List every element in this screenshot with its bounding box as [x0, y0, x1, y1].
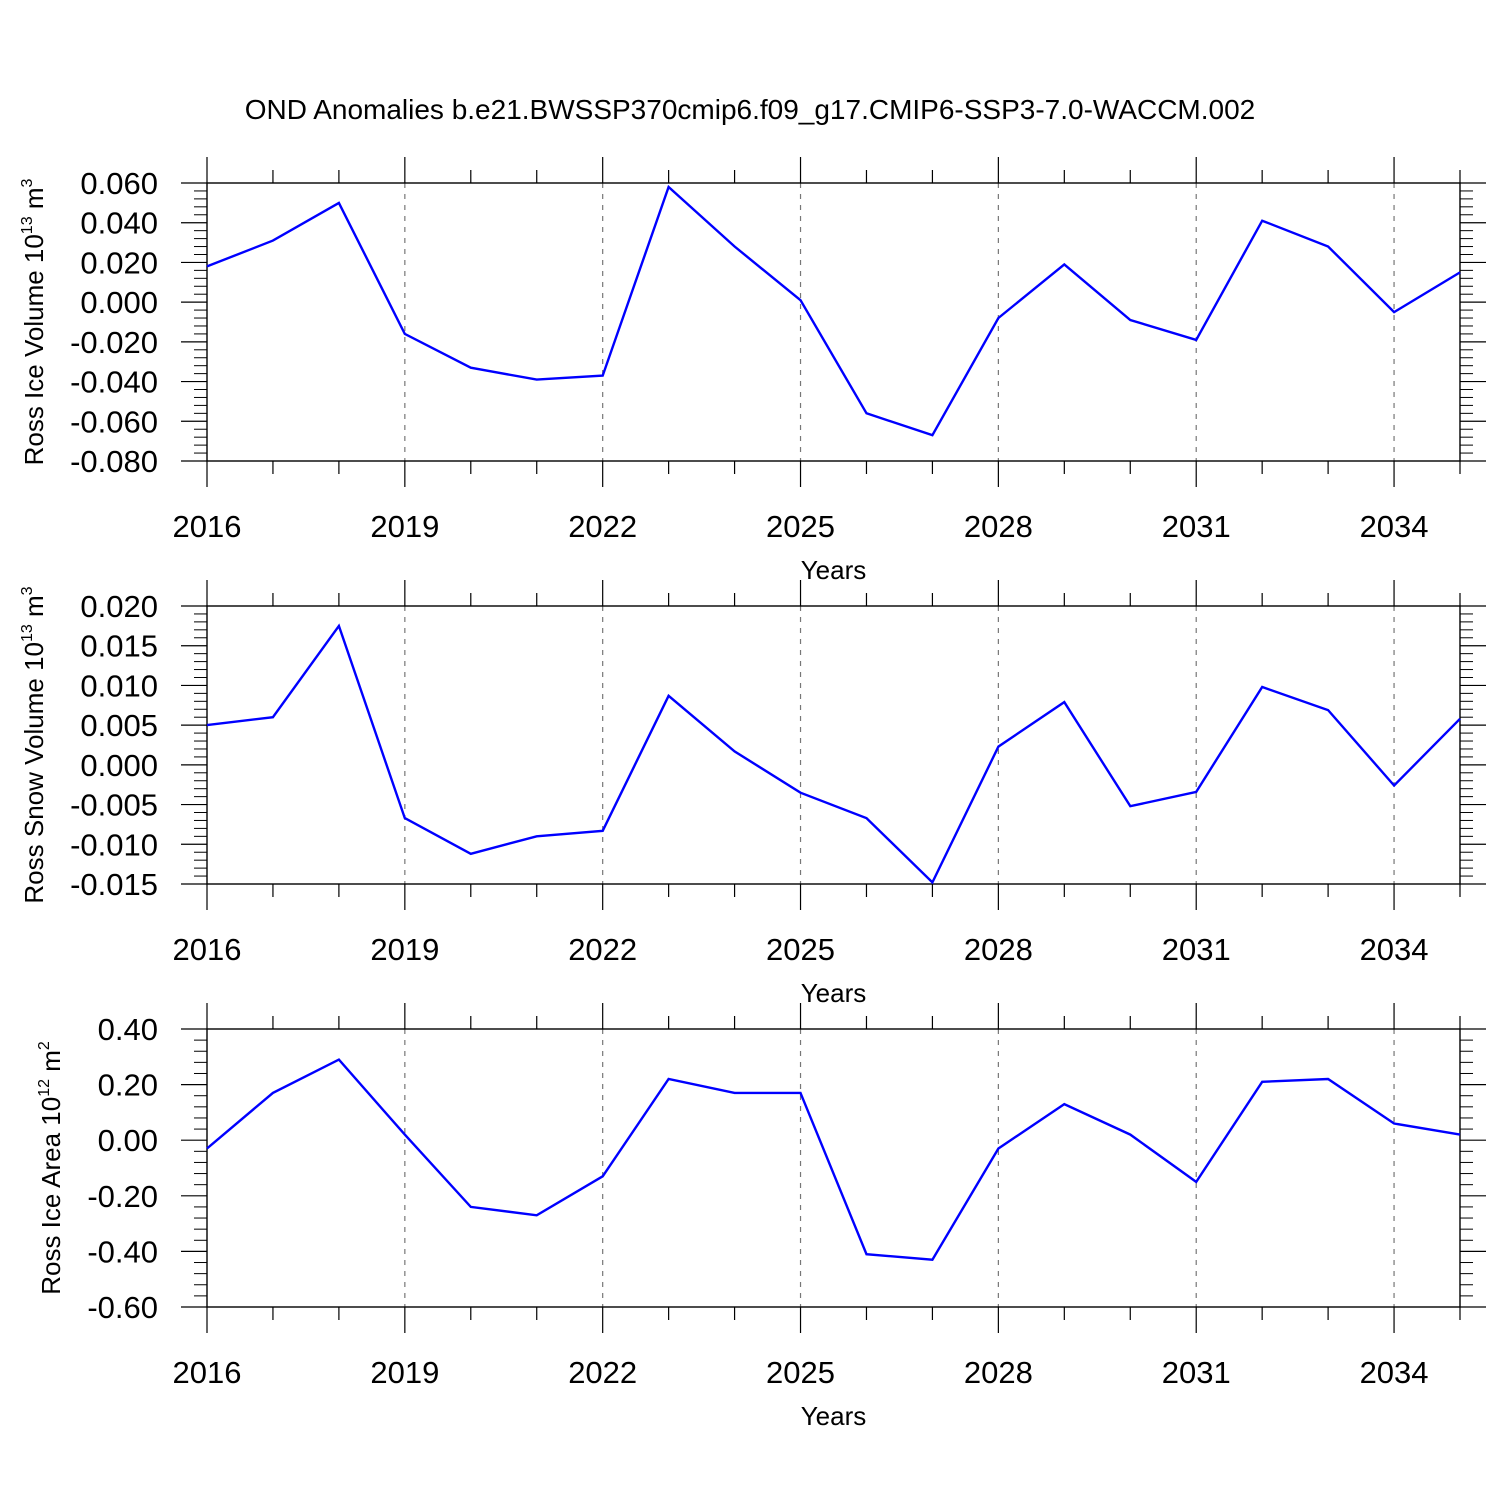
- x-tick-label: 2022: [568, 932, 637, 967]
- y-tick-label: 0.040: [80, 206, 158, 241]
- y-tick-label: 0.060: [80, 166, 158, 201]
- plot-frame: [206, 182, 1461, 462]
- y-tick-label: -0.040: [70, 365, 158, 400]
- y-tick-label: 0.20: [98, 1068, 158, 1103]
- series-line: [206, 184, 1461, 437]
- y-tick-label: -0.010: [70, 827, 158, 862]
- x-axis-title: Years: [801, 555, 867, 585]
- x-tick-label: 2025: [766, 1355, 835, 1390]
- y-tick-label: 0.40: [98, 1012, 158, 1047]
- y-tick-label: -0.015: [70, 867, 158, 902]
- x-tick-label: 2025: [766, 932, 835, 967]
- y-tick-label: 0.005: [80, 708, 158, 743]
- x-tick-label: 2031: [1162, 509, 1231, 544]
- series-line: [206, 1058, 1461, 1261]
- plot-frame: [206, 1028, 1461, 1308]
- y-axis-title: Ross Ice Area 1012 m2: [36, 1041, 66, 1295]
- x-tick-label: 2031: [1162, 1355, 1231, 1390]
- x-tick-label: 2028: [964, 1355, 1033, 1390]
- x-tick-label: 2028: [964, 509, 1033, 544]
- y-tick-label: -0.005: [70, 788, 158, 823]
- y-tick-label: 0.00: [98, 1123, 158, 1158]
- y-tick-label: -0.60: [87, 1290, 158, 1325]
- panel-3: -0.60 -0.40 -0.20 0.00 0.20 0.40 2016 2019 2022 2…: [36, 1003, 1486, 1431]
- y-tick-label: -0.080: [70, 444, 158, 479]
- x-axis-title: Years: [801, 1401, 867, 1431]
- x-tick-label: 2022: [568, 1355, 637, 1390]
- plot-frame: [206, 605, 1461, 885]
- y-tick-label: 0.000: [80, 285, 158, 320]
- x-tick-label: 2016: [173, 932, 242, 967]
- x-tick-label: 2019: [370, 509, 439, 544]
- x-tick-label: 2034: [1360, 509, 1429, 544]
- y-tick-label: 0.010: [80, 668, 158, 703]
- y-tick-label: 0.015: [80, 629, 158, 664]
- y-axis-title: Ross Ice Volume 1013 m3: [19, 178, 49, 465]
- figure-title: OND Anomalies b.e21.BWSSP370cmip6.f09_g1…: [245, 94, 1256, 125]
- y-tick-label: -0.020: [70, 325, 158, 360]
- x-tick-label: 2022: [568, 509, 637, 544]
- x-tick-label: 2028: [964, 932, 1033, 967]
- x-tick-label: 2031: [1162, 932, 1231, 967]
- panel-2: -0.015 -0.010 -0.005 0.000 0.005 0.010 0.015 0.…: [19, 580, 1486, 1008]
- panel-1: -0.080 -0.060 -0.040 -0.020 0.000 0.020 0.040 0…: [19, 157, 1486, 585]
- y-tick-label: -0.40: [87, 1234, 158, 1269]
- x-tick-label: 2016: [173, 1355, 242, 1390]
- x-tick-label: 2034: [1360, 932, 1429, 967]
- y-axis-title: Ross Snow Volume 1013 m3: [19, 586, 49, 903]
- x-axis-title: Years: [801, 978, 867, 1008]
- series-line: [206, 623, 1461, 885]
- x-tick-label: 2019: [370, 932, 439, 967]
- x-tick-label: 2019: [370, 1355, 439, 1390]
- panels: -0.080 -0.060 -0.040 -0.020 0.000 0.020 0.040 0…: [19, 157, 1486, 1431]
- y-tick-label: 0.020: [80, 245, 158, 280]
- x-tick-label: 2016: [173, 509, 242, 544]
- y-tick-label: 0.020: [80, 589, 158, 624]
- y-tick-label: 0.000: [80, 748, 158, 783]
- x-tick-label: 2034: [1360, 1355, 1429, 1390]
- y-tick-label: -0.060: [70, 404, 158, 439]
- x-tick-label: 2025: [766, 509, 835, 544]
- y-tick-label: -0.20: [87, 1179, 158, 1214]
